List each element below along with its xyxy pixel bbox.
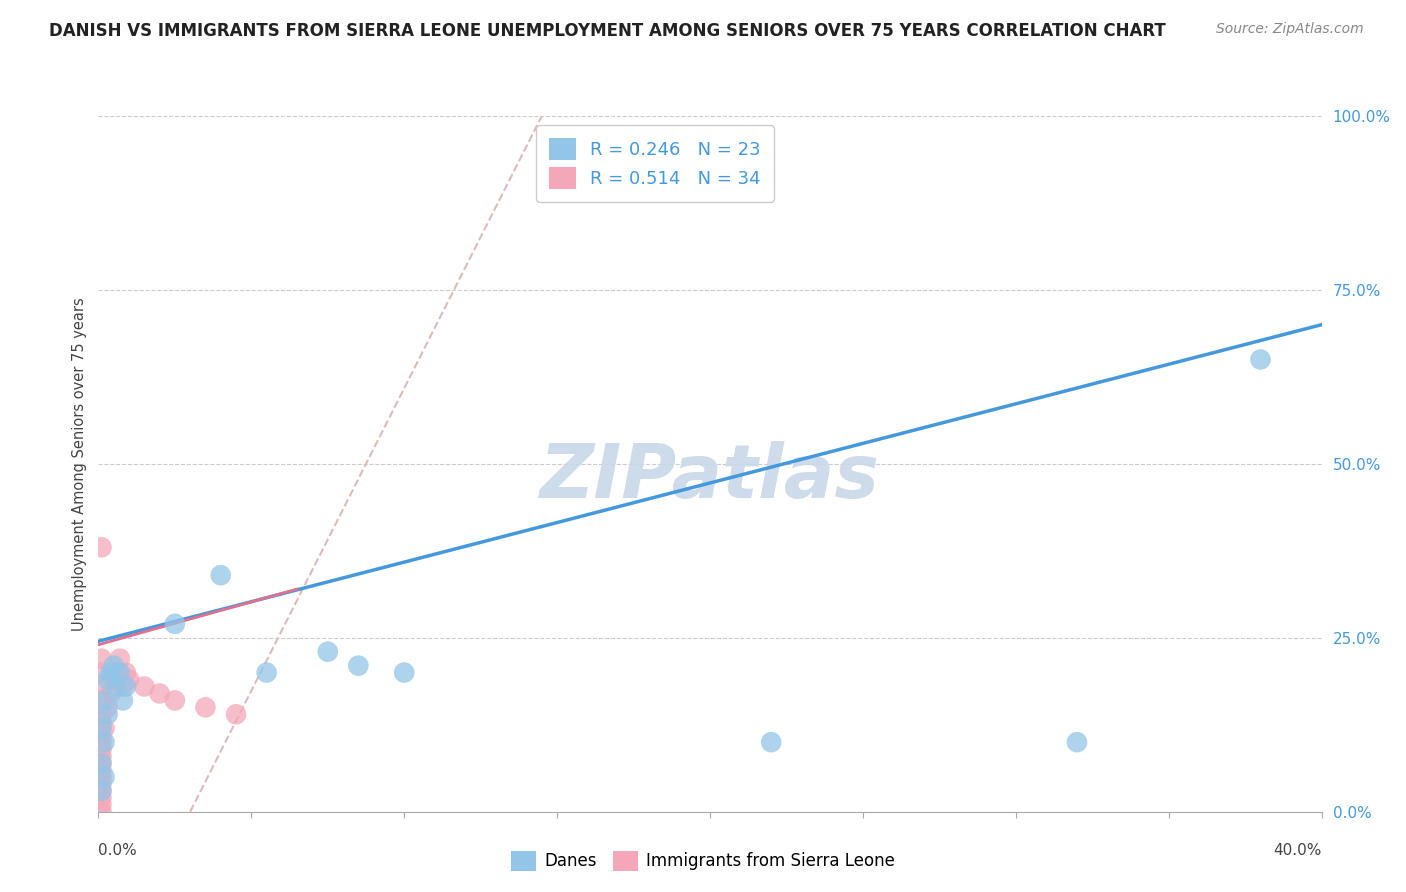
Text: Source: ZipAtlas.com: Source: ZipAtlas.com — [1216, 22, 1364, 37]
Point — [90, 749, 112, 764]
Point — [103, 658, 125, 673]
Text: 40.0%: 40.0% — [1274, 843, 1322, 858]
Point — [90, 665, 112, 680]
Point — [100, 665, 122, 680]
Point — [1249, 352, 1271, 367]
Point — [90, 728, 112, 742]
Point — [90, 756, 112, 770]
Point — [97, 700, 120, 714]
Y-axis label: Unemployment Among Seniors over 75 years: Unemployment Among Seniors over 75 years — [72, 297, 87, 631]
Text: ZIPatlas: ZIPatlas — [540, 442, 880, 515]
Point — [163, 693, 186, 707]
Point — [90, 707, 112, 722]
Point — [115, 680, 138, 694]
Point — [100, 686, 122, 700]
Point — [90, 735, 112, 749]
Point — [105, 665, 128, 680]
Point — [115, 665, 138, 680]
Legend: R = 0.246   N = 23, R = 0.514   N = 34: R = 0.246 N = 23, R = 0.514 N = 34 — [536, 125, 773, 202]
Point — [392, 665, 416, 680]
Point — [149, 686, 172, 700]
Point — [93, 770, 115, 784]
Point — [108, 651, 131, 665]
Point — [90, 721, 112, 735]
Point — [194, 700, 217, 714]
Point — [93, 693, 115, 707]
Point — [108, 665, 131, 680]
Point — [90, 756, 112, 770]
Point — [93, 721, 115, 735]
Point — [90, 777, 112, 791]
Point — [90, 797, 112, 812]
Point — [225, 707, 247, 722]
Point — [90, 784, 112, 798]
Point — [97, 707, 120, 722]
Point — [103, 673, 125, 687]
Point — [105, 680, 128, 694]
Point — [111, 693, 134, 707]
Point — [90, 541, 112, 555]
Point — [90, 651, 112, 665]
Point — [90, 805, 112, 819]
Point — [90, 714, 112, 729]
Point — [90, 763, 112, 777]
Point — [163, 616, 186, 631]
Point — [316, 645, 339, 659]
Point — [90, 721, 112, 735]
Point — [256, 665, 278, 680]
Point — [90, 693, 112, 707]
Point — [90, 770, 112, 784]
Point — [93, 735, 115, 749]
Point — [134, 680, 156, 694]
Text: 0.0%: 0.0% — [98, 843, 138, 858]
Text: DANISH VS IMMIGRANTS FROM SIERRA LEONE UNEMPLOYMENT AMONG SENIORS OVER 75 YEARS : DANISH VS IMMIGRANTS FROM SIERRA LEONE U… — [49, 22, 1166, 40]
Point — [209, 568, 232, 582]
Point — [111, 680, 134, 694]
Point — [90, 680, 112, 694]
Point — [90, 784, 112, 798]
Point — [90, 742, 112, 756]
Legend: Danes, Immigrants from Sierra Leone: Danes, Immigrants from Sierra Leone — [503, 844, 903, 878]
Point — [97, 673, 120, 687]
Point — [347, 658, 370, 673]
Point — [90, 790, 112, 805]
Point — [1066, 735, 1088, 749]
Point — [118, 673, 141, 687]
Point — [759, 735, 782, 749]
